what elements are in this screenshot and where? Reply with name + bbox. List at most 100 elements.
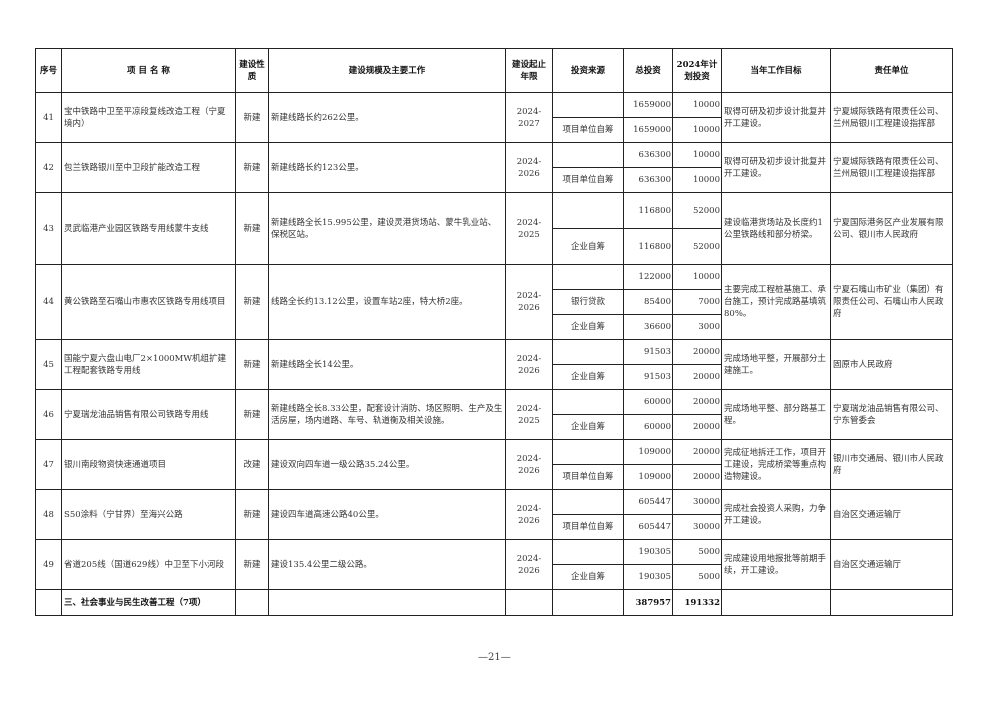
total-investment: 91503 [623, 339, 673, 365]
project-type: 新建 [235, 489, 269, 540]
investment-source: 银行贷款 [552, 289, 624, 315]
project-period: 2024-2026 [505, 339, 553, 390]
project-type: 改建 [235, 439, 269, 490]
project-no: 44 [35, 264, 62, 340]
investment-source: 项目单位自筹 [552, 514, 624, 540]
project-type: 新建 [235, 539, 269, 590]
header-unit: 责任单位 [830, 48, 953, 93]
plan-investment: 10000 [672, 167, 722, 193]
project-name: 银川南段物资快速通道项目 [61, 439, 236, 490]
project-no: 49 [35, 539, 62, 590]
total-investment: 605447 [623, 514, 673, 540]
project-scale: 线路全长约13.12公里，设置车站2座，特大桥2座。 [268, 264, 506, 340]
table-row: 45 国能宁夏六盘山电厂2×1000MW机组扩建工程配套铁路专用线 新建 新建线路全长… [35, 339, 953, 390]
project-no: 47 [35, 439, 62, 490]
empty-cell [721, 589, 831, 616]
total-investment: 116800 [623, 228, 673, 265]
annual-target: 取得可研及初步设计批复并开工建设。 [721, 142, 831, 193]
total-investment: 122000 [623, 264, 673, 290]
total-investment: 109000 [623, 464, 673, 490]
project-no: 48 [35, 489, 62, 540]
responsible-unit: 固原市人民政府 [830, 339, 953, 390]
responsible-unit: 宁夏城际铁路有限责任公司、兰州局银川工程建设指挥部 [830, 92, 953, 143]
total-investment: 636300 [623, 142, 673, 168]
plan-investment: 5000 [672, 539, 722, 565]
responsible-unit: 自治区交通运输厅 [830, 539, 953, 590]
plan-investment: 10000 [672, 264, 722, 290]
table-row: 银行贷款 85400 7000 [36, 289, 953, 315]
project-name: 灵武临港产业园区铁路专用线蒙牛支线 [61, 192, 236, 265]
project-name: 包兰铁路银川至中卫段扩能改造工程 [61, 142, 236, 193]
section-total-row: 三、社会事业与民生改善工程（7项） 387957 191332 [35, 589, 953, 616]
table-row: 49 省道205线（国道629线）中卫至下小河段 新建 建设135.4公里二级公路。 2… [35, 539, 953, 590]
project-period: 2024-2026 [505, 439, 553, 490]
header-target: 当年工作目标 [721, 48, 831, 93]
total-investment: 1659000 [623, 92, 673, 118]
project-type: 新建 [235, 339, 269, 390]
total-investment: 1659000 [623, 117, 673, 143]
plan-investment: 3000 [672, 314, 722, 340]
investment-source: 项目单位自筹 [552, 464, 624, 490]
investment-source: 企业自筹 [552, 414, 624, 440]
page-number: —21— [478, 652, 511, 663]
plan-investment: 20000 [672, 364, 722, 390]
investment-source: 企业自筹 [552, 364, 624, 390]
table-row: 企业自筹 91503 20000 [36, 364, 953, 390]
project-name: 宝中铁路中卫至平凉段复线改造工程（宁夏境内） [61, 92, 236, 143]
plan-investment: 20000 [672, 439, 722, 465]
total-investment: 60000 [623, 414, 673, 440]
annual-target: 完成征地拆迁工作，项目开工建设，完成桥梁等重点构造物建设。 [721, 439, 831, 490]
investment-source: 项目单位自筹 [552, 167, 624, 193]
project-scale: 建设四车道高速公路40公里。 [268, 489, 506, 540]
project-type: 新建 [235, 264, 269, 340]
project-scale: 新建线路全长15.995公里，建设灵港货场站、蒙牛乳业站、保税区站。 [268, 192, 506, 265]
project-scale: 建设双向四车道一级公路35.24公里。 [268, 439, 506, 490]
header-source: 投资来源 [552, 48, 624, 93]
table-row: 44 黄公铁路至石嘴山市惠农区铁路专用线项目 新建 线路全长约13.12公里，设置车站… [35, 264, 953, 340]
project-scale: 新建线路长约262公里。 [268, 92, 506, 143]
investment-source [552, 339, 624, 365]
project-no: 43 [35, 192, 62, 265]
plan-investment: 20000 [672, 464, 722, 490]
project-type: 新建 [235, 142, 269, 193]
investment-source [552, 264, 624, 290]
project-no: 41 [35, 92, 62, 143]
project-scale: 新建线路全长8.33公里，配套设计消防、场区照明、生产及生活房屋，场内道路、车号… [268, 389, 506, 440]
header-row: 序号 项 目 名 称 建设性质 建设规模及主要工作 建设起止年限 投资来源 总投… [35, 48, 953, 93]
plan-investment: 10000 [672, 117, 722, 143]
project-type: 新建 [235, 92, 269, 143]
project-period: 2024-2026 [505, 142, 553, 193]
plan-investment: 7000 [672, 289, 722, 315]
total-investment: 91503 [623, 364, 673, 390]
responsible-unit: 宁夏瑞龙油品销售有限公司、宁东管委会 [830, 389, 953, 440]
annual-target: 完成场地平整、部分路基工程。 [721, 389, 831, 440]
plan-investment: 52000 [672, 228, 722, 265]
project-type: 新建 [235, 192, 269, 265]
table-body: 41 宝中铁路中卫至平凉段复线改造工程（宁夏境内） 新建 新建线路长约262公里。 20… [35, 92, 953, 590]
investment-source [552, 439, 624, 465]
annual-target: 建设临港货场站及长度约1公里铁路线和部分桥梁。 [721, 192, 831, 265]
header-period: 建设起止年限 [505, 48, 553, 93]
responsible-unit: 宁夏城际铁路有限责任公司、兰州局银川工程建设指挥部 [830, 142, 953, 193]
plan-investment: 30000 [672, 489, 722, 515]
annual-target: 完成建设用地报批等前期手续，开工建设。 [721, 539, 831, 590]
plan-investment: 20000 [672, 389, 722, 415]
annual-target: 取得可研及初步设计批复并开工建设。 [721, 92, 831, 143]
project-scale: 新建线路全长14公里。 [268, 339, 506, 390]
total-no [35, 589, 62, 616]
investment-source: 企业自筹 [552, 564, 624, 590]
project-no: 45 [35, 339, 62, 390]
header-total: 总投资 [623, 48, 673, 93]
investment-source [552, 389, 624, 415]
project-period: 2024-2027 [505, 92, 553, 143]
total-investment: 36600 [623, 314, 673, 340]
project-no: 46 [35, 389, 62, 440]
investment-source: 企业自筹 [552, 314, 624, 340]
total-investment: 190305 [623, 539, 673, 565]
total-investment: 109000 [623, 439, 673, 465]
plan-investment: 52000 [672, 192, 722, 229]
empty-cell [552, 589, 624, 616]
empty-cell [235, 589, 269, 616]
empty-cell [268, 589, 506, 616]
plan-investment: 5000 [672, 564, 722, 590]
